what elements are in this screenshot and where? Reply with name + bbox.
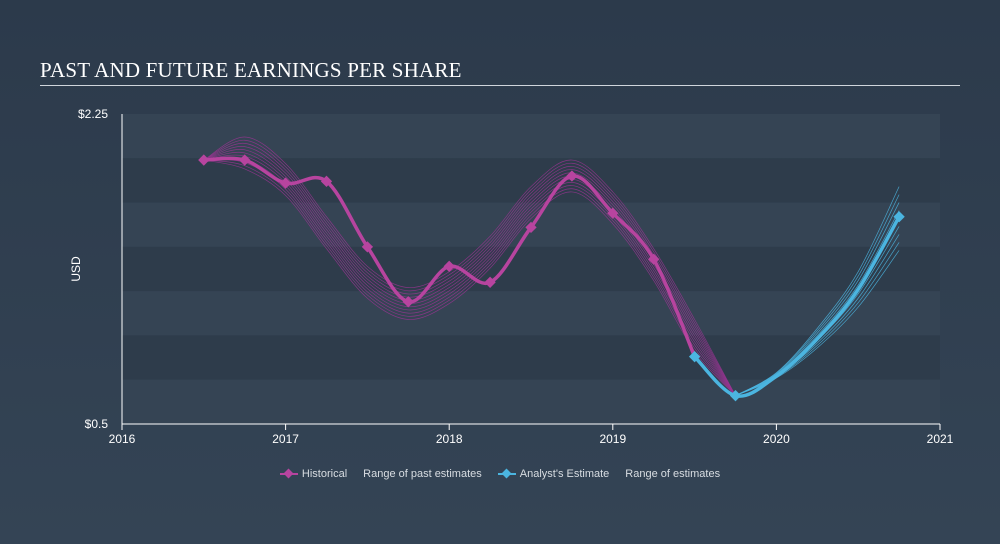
- x-tick-label: 2017: [272, 432, 299, 446]
- historical-point: [239, 154, 251, 166]
- historical-point: [525, 221, 537, 234]
- chart-title: PAST AND FUTURE EARNINGS PER SHARE: [40, 58, 462, 82]
- historical-point: [607, 207, 619, 219]
- estimate-point: [729, 390, 742, 402]
- title-divider: [40, 85, 960, 86]
- legend-historical-label: Historical: [301, 468, 348, 480]
- y-tick-label: $2.25: [78, 107, 108, 121]
- historical-point: [566, 170, 578, 182]
- grid-band: [122, 335, 940, 380]
- estimate-point: [893, 211, 905, 223]
- historical-point: [648, 253, 660, 265]
- range-future-strand: [735, 210, 900, 396]
- legend-range-future-label: Range of estimates: [625, 468, 721, 480]
- range-past-strand: [203, 159, 736, 396]
- historical-swatch-icon: [279, 468, 298, 480]
- historical-point: [443, 260, 455, 272]
- range-past-strand: [203, 157, 736, 396]
- x-tick-label: 2020: [763, 432, 790, 446]
- grid-band: [122, 379, 940, 424]
- legend: Historical Range of past estimates Analy…: [0, 468, 1000, 480]
- range-past-strand: [203, 136, 736, 396]
- legend-range-past[interactable]: Range of past estimates: [363, 468, 482, 480]
- grid-band: [122, 246, 940, 292]
- grid-band: [122, 114, 940, 159]
- legend-range-past-label: Range of past estimates: [363, 468, 482, 480]
- x-tick-label: 2021: [927, 432, 954, 446]
- historical-point: [361, 241, 374, 253]
- legend-analyst-estimate[interactable]: Analyst's Estimate: [497, 468, 610, 480]
- range-past-strand: [203, 154, 736, 396]
- range-future-strand: [735, 186, 900, 396]
- legend-historical[interactable]: Historical: [279, 468, 348, 480]
- grid-band: [122, 291, 940, 336]
- range-past-strand: [203, 139, 736, 396]
- range-future-strand: [735, 194, 900, 396]
- range-future-strand: [735, 202, 900, 396]
- historical-point: [402, 296, 414, 308]
- y-tick-label: $0.5: [85, 417, 109, 431]
- historical-point: [484, 276, 496, 288]
- historical-point: [279, 177, 292, 189]
- historical-point: [320, 175, 333, 187]
- x-tick-label: 2019: [599, 432, 626, 446]
- range-past-strand: [203, 159, 736, 396]
- estimate-point: [688, 351, 701, 363]
- historical-point: [198, 154, 210, 166]
- x-tick-label: 2016: [109, 432, 136, 446]
- estimate-swatch-icon: [497, 468, 516, 480]
- x-tick-label: 2018: [436, 432, 463, 446]
- legend-range-future[interactable]: Range of estimates: [625, 468, 720, 480]
- y-axis-label: USD: [69, 256, 83, 282]
- legend-analyst-label: Analyst's Estimate: [519, 468, 610, 480]
